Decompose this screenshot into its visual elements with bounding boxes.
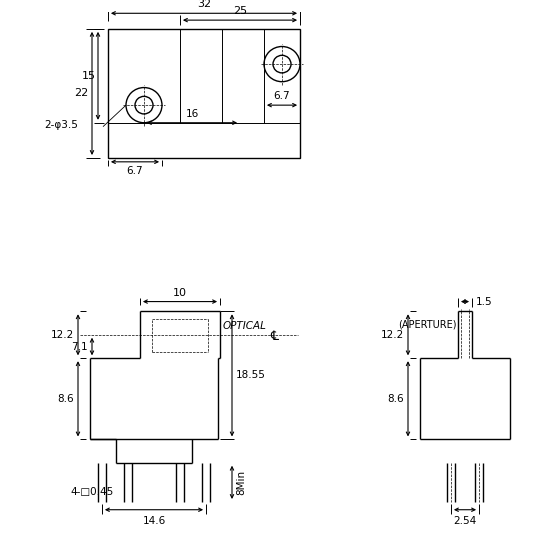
Text: (APERTURE): (APERTURE) (398, 319, 456, 329)
Text: 25: 25 (233, 6, 247, 16)
Text: 7.1: 7.1 (71, 341, 88, 352)
Text: 4-□0.45: 4-□0.45 (70, 487, 113, 497)
Text: 16: 16 (185, 109, 199, 119)
Text: 8.6: 8.6 (57, 394, 74, 404)
Text: ℄: ℄ (270, 330, 278, 343)
Text: 2-φ3.5: 2-φ3.5 (44, 120, 78, 130)
Text: 32: 32 (197, 0, 211, 9)
Circle shape (273, 55, 291, 73)
Text: 8Min: 8Min (236, 470, 246, 495)
Text: 8.6: 8.6 (388, 394, 404, 404)
Circle shape (126, 88, 162, 123)
Text: 1.5: 1.5 (476, 296, 493, 307)
Text: 14.6: 14.6 (142, 516, 166, 526)
Text: 6.7: 6.7 (274, 91, 290, 101)
Circle shape (264, 47, 300, 82)
Bar (108, 29, 300, 158)
Text: OPTICAL: OPTICAL (223, 321, 267, 331)
Text: 10: 10 (173, 288, 187, 298)
Circle shape (135, 96, 153, 114)
Text: 22: 22 (74, 88, 88, 98)
Text: 12.2: 12.2 (51, 330, 74, 340)
Text: 18.55: 18.55 (236, 371, 266, 380)
Text: 2.54: 2.54 (454, 516, 477, 526)
Text: 12.2: 12.2 (381, 330, 404, 340)
Text: 15: 15 (82, 71, 96, 81)
Text: 6.7: 6.7 (127, 166, 143, 176)
